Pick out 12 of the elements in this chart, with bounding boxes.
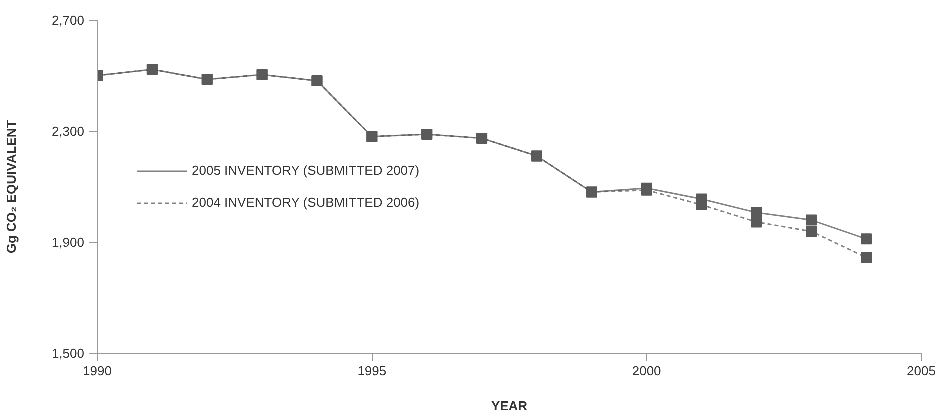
x-axis-title: YEAR — [491, 398, 528, 414]
legend-label: 2005 INVENTORY (SUBMITTED 2007) — [192, 163, 420, 178]
x-tick-label: 2005 — [907, 364, 936, 378]
legend-label: 2004 INVENTORY (SUBMITTED 2006) — [192, 195, 420, 210]
x-tick-label: 1990 — [83, 364, 112, 378]
x-tick-label: 1995 — [358, 364, 387, 378]
y-tick-label: 2,300 — [52, 124, 85, 139]
y-tick-label: 1,500 — [52, 346, 85, 361]
x-tick-label: 2000 — [632, 364, 662, 378]
y-tick-label: 1,900 — [52, 235, 85, 250]
y-tick-label: 2,700 — [52, 13, 85, 28]
y-axis-title: Gg CO₂ EQUIVALENT — [4, 120, 19, 254]
